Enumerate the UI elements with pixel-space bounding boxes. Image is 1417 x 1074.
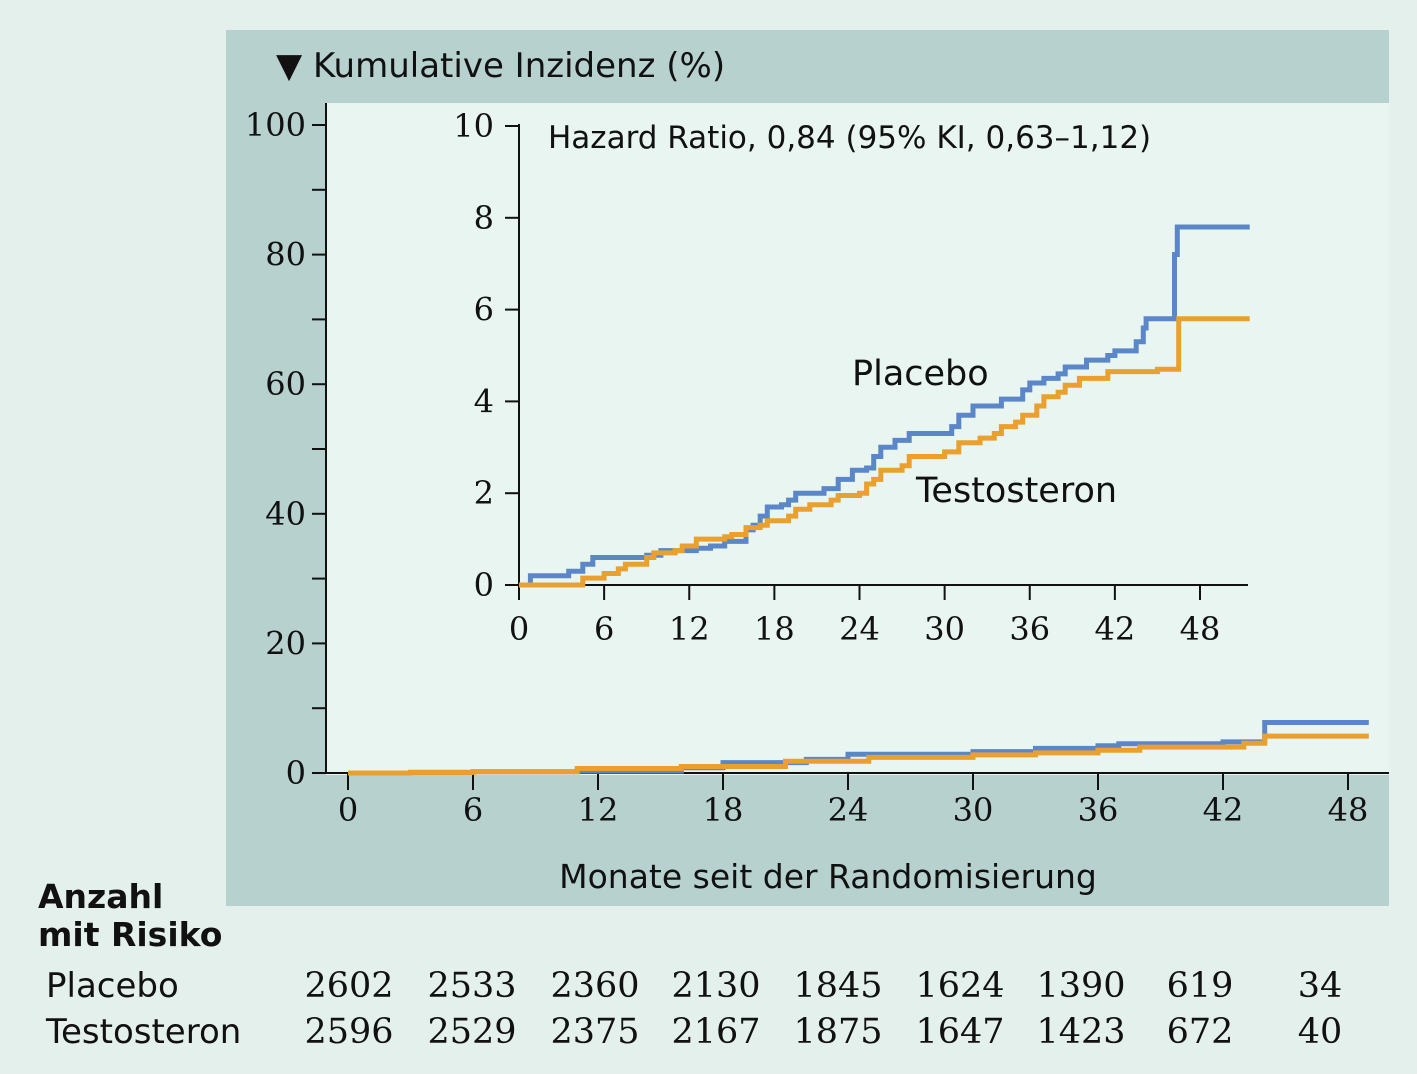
inset-y-tick-label: 6 bbox=[474, 291, 494, 329]
x-tick-label: 36 bbox=[1078, 791, 1119, 829]
inset-x-tick-label: 30 bbox=[924, 610, 965, 648]
risk-row-value: 40 bbox=[1297, 1012, 1343, 1052]
inset-x-tick-label: 12 bbox=[669, 610, 710, 648]
plot-area bbox=[326, 103, 1389, 775]
x-tick-label: 42 bbox=[1203, 791, 1244, 829]
risk-row-value: 1624 bbox=[915, 966, 1005, 1006]
inset-x-tick-label: 6 bbox=[594, 610, 614, 648]
risk-row-value: 2533 bbox=[427, 966, 517, 1006]
risk-heading-line1: Anzahl bbox=[38, 877, 164, 916]
inset-x-tick-label: 48 bbox=[1180, 610, 1221, 648]
inset-x-tick-label: 36 bbox=[1009, 610, 1050, 648]
series-label-placebo: Placebo bbox=[852, 354, 989, 394]
risk-row-value: 2360 bbox=[550, 966, 640, 1006]
risk-row-value: 2375 bbox=[550, 1012, 640, 1052]
main-series bbox=[348, 720, 1369, 776]
inset-series-line-testosteron bbox=[519, 316, 1250, 588]
risk-row-label: Placebo bbox=[46, 966, 179, 1006]
inset-x-tick-label: 42 bbox=[1095, 610, 1136, 648]
risk-row-value: 34 bbox=[1297, 966, 1343, 1006]
risk-heading-line2: mit Risiko bbox=[38, 915, 223, 954]
risk-row-value: 2602 bbox=[304, 966, 394, 1006]
inset-y-tick-label: 0 bbox=[474, 566, 494, 604]
inset-x-tick-label: 24 bbox=[839, 610, 880, 648]
risk-row-value: 2130 bbox=[671, 966, 761, 1006]
risk-row-value: 2596 bbox=[304, 1012, 394, 1052]
y-tick-label: 40 bbox=[265, 495, 306, 533]
x-tick-label: 12 bbox=[578, 791, 619, 829]
risk-table-heading: Anzahl mit Risiko bbox=[38, 878, 222, 954]
inset-y-tick-label: 4 bbox=[474, 382, 494, 420]
inset-series-line-placebo bbox=[519, 224, 1250, 588]
inset-y-tick-label: 2 bbox=[474, 474, 494, 512]
risk-row-value: 1390 bbox=[1036, 966, 1126, 1006]
x-tick-label: 48 bbox=[1328, 791, 1369, 829]
inset-x-tick-label: 0 bbox=[509, 610, 529, 648]
x-tick-label: 30 bbox=[953, 791, 994, 829]
y-tick-label: 80 bbox=[265, 236, 306, 274]
y-tick-label: 0 bbox=[286, 754, 306, 792]
x-tick-label: 0 bbox=[338, 791, 358, 829]
risk-row-value: 1423 bbox=[1036, 1012, 1126, 1052]
risk-row-value: 619 bbox=[1166, 966, 1234, 1006]
risk-row-value: 672 bbox=[1166, 1012, 1234, 1052]
series-line-testosteron bbox=[348, 733, 1369, 776]
figure-title: ▼ Kumulative Inzidenz (%) bbox=[276, 46, 726, 86]
risk-row-value: 2167 bbox=[671, 1012, 761, 1052]
risk-row-value: 1647 bbox=[915, 1012, 1005, 1052]
x-axis-title: Monate seit der Randomisierung bbox=[559, 857, 1097, 896]
y-tick-label: 60 bbox=[265, 365, 306, 403]
y-tick-label: 100 bbox=[245, 106, 306, 144]
x-tick-label: 6 bbox=[463, 791, 483, 829]
x-tick-label: 18 bbox=[703, 791, 744, 829]
y-tick-label: 20 bbox=[265, 624, 306, 662]
inset-series bbox=[519, 224, 1250, 588]
risk-row-label: Testosteron bbox=[46, 1012, 242, 1052]
hazard-ratio-annotation: Hazard Ratio, 0,84 (95% KI, 0,63–1,12) bbox=[548, 120, 1151, 156]
risk-row-value: 1875 bbox=[793, 1012, 883, 1052]
inset-y-tick-label: 10 bbox=[453, 107, 494, 145]
series-label-testosteron: Testosteron bbox=[915, 471, 1117, 511]
risk-row-value: 2529 bbox=[427, 1012, 517, 1052]
inset-y-tick-label: 8 bbox=[474, 199, 494, 237]
inset-x-tick-label: 18 bbox=[754, 610, 795, 648]
risk-row-value: 1845 bbox=[793, 966, 883, 1006]
x-tick-label: 24 bbox=[828, 791, 869, 829]
